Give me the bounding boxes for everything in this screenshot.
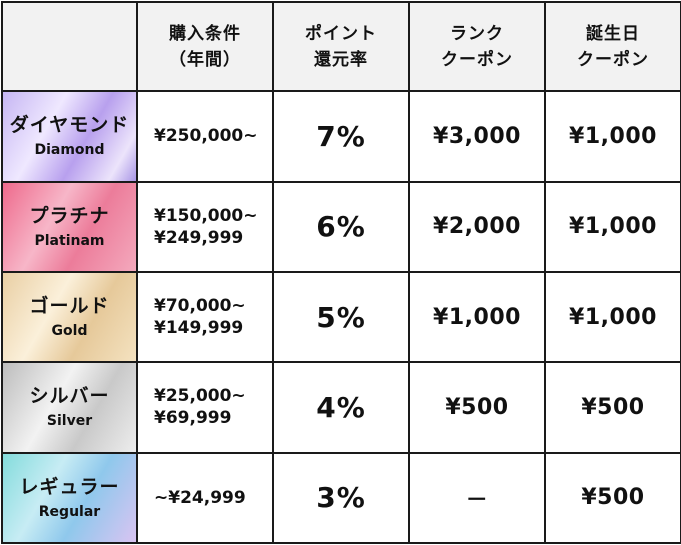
header-birthday-coupon: 誕生日 クーポン — [544, 0, 681, 93]
table-row-diamond: ダイヤモンド Diamond ¥250,000~ 7% ¥3,000 ¥1,00… — [1, 90, 681, 183]
point-rate-cell: 5% — [272, 270, 410, 364]
header-rank-coupon: ランク クーポン — [408, 0, 546, 93]
header-row: 購入条件 （年間） ポイント 還元率 ランク クーポン 誕生日 クーポン — [1, 0, 681, 93]
header-point-rate: ポイント 還元率 — [272, 0, 410, 93]
condition-line1: ¥25,000~ — [154, 386, 246, 407]
condition-line1: ¥150,000~ — [154, 205, 258, 226]
rank-cell-diamond: ダイヤモンド Diamond — [1, 90, 138, 183]
header-birthday-coupon-line2: クーポン — [577, 49, 649, 70]
header-rank-coupon-line2: クーポン — [441, 49, 513, 70]
rank-coupon-cell: ¥500 — [408, 361, 546, 454]
condition-line1: ¥250,000~ — [154, 126, 258, 147]
birthday-coupon-cell: ¥1,000 — [544, 180, 681, 273]
birthday-coupon-cell: ¥500 — [544, 361, 681, 454]
rank-name-jp: プラチナ — [29, 204, 110, 227]
rank-name-en: Regular — [38, 503, 101, 520]
condition-line2: ¥69,999 — [154, 408, 232, 429]
birthday-coupon-cell: ¥500 — [544, 451, 681, 545]
condition-cell: ¥150,000~ ¥249,999 — [136, 180, 274, 273]
condition-cell: ¥250,000~ — [136, 90, 274, 183]
header-point-line2: 還元率 — [314, 49, 368, 70]
point-rate-cell: 3% — [272, 451, 410, 545]
rank-coupon-cell: ¥1,000 — [408, 270, 546, 364]
rank-cell-gold: ゴールド Gold — [1, 270, 138, 364]
rank-coupon-cell: ¥3,000 — [408, 90, 546, 183]
table-row-regular: レギュラー Regular ~¥24,999 3% － ¥500 — [1, 451, 681, 545]
header-condition-line2: （年間） — [169, 49, 241, 70]
condition-cell: ~¥24,999 — [136, 451, 274, 545]
header-condition: 購入条件 （年間） — [136, 0, 274, 93]
condition-line2: ¥249,999 — [154, 227, 244, 248]
rank-name-en: Silver — [46, 413, 93, 430]
header-rank — [1, 0, 138, 93]
rank-name-en: Diamond — [34, 142, 105, 159]
header-condition-line1: 購入条件 — [169, 23, 241, 44]
header-rank-coupon-line1: ランク — [450, 23, 504, 44]
condition-line2: ¥149,999 — [154, 318, 244, 339]
rank-coupon-cell: ¥2,000 — [408, 180, 546, 273]
point-rate-cell: 4% — [272, 361, 410, 454]
rank-cell-regular: レギュラー Regular — [1, 451, 138, 545]
condition-line1: ~¥24,999 — [154, 487, 246, 508]
rank-name-jp: ゴールド — [29, 295, 110, 318]
rank-cell-silver: シルバー Silver — [1, 361, 138, 454]
table-row-platinum: プラチナ Platinam ¥150,000~ ¥249,999 6% ¥2,0… — [1, 180, 681, 273]
rank-name-jp: レギュラー — [19, 475, 120, 498]
point-rate-cell: 6% — [272, 180, 410, 273]
point-rate-cell: 7% — [272, 90, 410, 183]
rank-name-jp: ダイヤモンド — [9, 114, 130, 137]
condition-cell: ¥70,000~ ¥149,999 — [136, 270, 274, 364]
birthday-coupon-cell: ¥1,000 — [544, 90, 681, 183]
table-row-gold: ゴールド Gold ¥70,000~ ¥149,999 5% ¥1,000 ¥1… — [1, 270, 681, 364]
rank-cell-platinum: プラチナ Platinam — [1, 180, 138, 273]
table-row-silver: シルバー Silver ¥25,000~ ¥69,999 4% ¥500 ¥50… — [1, 361, 681, 454]
rank-name-en: Gold — [51, 323, 88, 340]
rank-name-jp: シルバー — [29, 385, 110, 408]
header-birthday-coupon-line1: 誕生日 — [586, 23, 640, 44]
rank-coupon-cell: － — [408, 451, 546, 545]
rank-name-en: Platinam — [34, 232, 105, 249]
condition-cell: ¥25,000~ ¥69,999 — [136, 361, 274, 454]
birthday-coupon-cell: ¥1,000 — [544, 270, 681, 364]
condition-line1: ¥70,000~ — [154, 296, 246, 317]
header-point-line1: ポイント — [305, 23, 377, 44]
